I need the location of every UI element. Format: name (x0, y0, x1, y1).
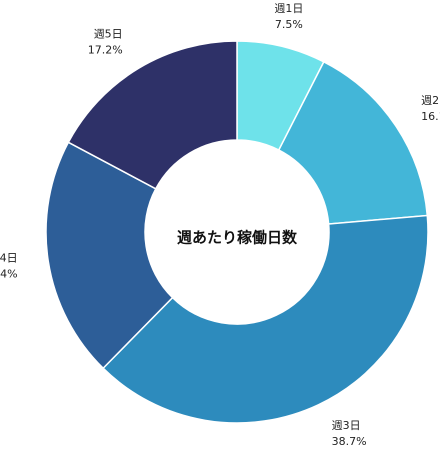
slice-percent: 20.4% (0, 268, 18, 281)
slices-group (45, 40, 429, 424)
slice-category: 週1日 (274, 2, 303, 15)
slice-category: 週5日 (94, 28, 123, 41)
slice-label-2: 週2日 16.1% (421, 94, 440, 123)
slice-percent: 16.1% (421, 110, 440, 123)
slice-percent: 7.5% (275, 18, 303, 31)
slice-label-4: 週4日 20.4% (0, 252, 18, 281)
slice-4 (45, 141, 174, 370)
slice-5 (67, 40, 238, 190)
slice-category: 週2日 (421, 94, 440, 107)
center-title: 週あたり稼働日数 (177, 229, 298, 247)
slice-percent: 38.7% (332, 435, 367, 448)
slice-label-1: 週1日 7.5% (274, 2, 303, 31)
slice-label-5: 週5日 17.2% (88, 28, 123, 57)
slice-label-3: 週3日 38.7% (332, 419, 367, 448)
slice-percent: 17.2% (88, 44, 123, 57)
slice-category: 週3日 (332, 419, 361, 432)
slice-category: 週4日 (0, 252, 18, 265)
slice-2 (277, 60, 429, 225)
slice-3 (102, 214, 429, 424)
